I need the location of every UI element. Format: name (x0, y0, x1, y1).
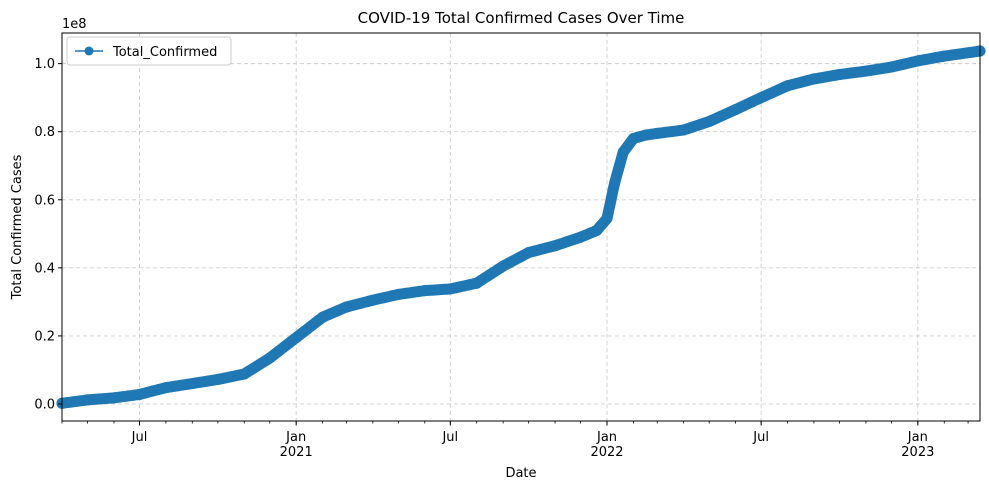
data-point (591, 224, 603, 236)
plot-frame (61, 32, 981, 422)
data-point (782, 80, 793, 92)
data-point (617, 146, 629, 158)
data-point (186, 378, 198, 390)
y-tick-label: 0.8 (34, 125, 55, 140)
y-tick-label: 0.2 (34, 329, 55, 344)
x-tick-label: Jan (285, 430, 306, 445)
data-point (367, 294, 379, 306)
data-point (212, 374, 224, 385)
x-tick-year-label: 2021 (280, 445, 313, 460)
data-point (238, 368, 250, 380)
data-point (497, 260, 509, 272)
data-point (290, 332, 302, 344)
data-point (82, 394, 93, 406)
data-point (808, 73, 820, 85)
x-tick-label: Jul (131, 430, 148, 445)
data-point (639, 129, 651, 141)
data-point (730, 104, 742, 116)
series-layer (56, 45, 986, 409)
data-point (444, 283, 456, 295)
legend-box (66, 36, 232, 66)
data-point (627, 133, 639, 144)
data-point (703, 116, 715, 127)
x-axis-label: Date (505, 466, 536, 481)
y-axis: 0.0 0.2 0.4 0.6 0.8 1.0 (34, 57, 62, 412)
grid-layer (62, 33, 980, 421)
data-point (471, 277, 483, 289)
data-point (860, 65, 872, 77)
data-point (340, 301, 352, 313)
legend-label: Total_Confirmed (112, 45, 217, 60)
data-point (601, 213, 613, 224)
data-point (523, 247, 535, 258)
data-point (575, 231, 587, 243)
data-point (609, 177, 621, 189)
data-point (134, 389, 145, 400)
chart-title: COVID-19 Total Confirmed Cases Over Time (358, 9, 685, 27)
x-tick-year-label: 2023 (901, 445, 934, 460)
data-point (938, 50, 950, 62)
x-tick-label: Jan (907, 430, 928, 445)
x-tick-label: Jan (596, 430, 617, 445)
y-axis-label: Total Confirmed Cases (10, 154, 25, 300)
data-point (317, 311, 329, 323)
legend-marker (84, 46, 94, 56)
series-line-total-confirmed (56, 45, 986, 409)
data-point (912, 55, 924, 67)
y-tick-label: 0.4 (34, 261, 55, 276)
y-tick-label: 0.0 (34, 397, 55, 412)
x-tick-label: Jul (441, 430, 458, 445)
data-point (392, 288, 404, 300)
data-point (108, 392, 120, 404)
data-point (264, 352, 276, 364)
y-tick-label: 1.0 (34, 57, 55, 72)
y-offset-label: 1e8 (62, 17, 87, 32)
x-tick-year-label: 2022 (590, 445, 623, 460)
x-tick-label: Jul (752, 430, 769, 445)
data-point (834, 69, 845, 80)
data-point (549, 240, 561, 252)
data-point (651, 127, 663, 139)
data-point (885, 61, 897, 73)
y-tick-label: 0.6 (34, 193, 55, 208)
data-point (160, 382, 172, 394)
data-point (678, 124, 690, 136)
data-point (755, 92, 767, 104)
data-point (419, 285, 431, 297)
legend: Total_Confirmed (66, 36, 232, 66)
